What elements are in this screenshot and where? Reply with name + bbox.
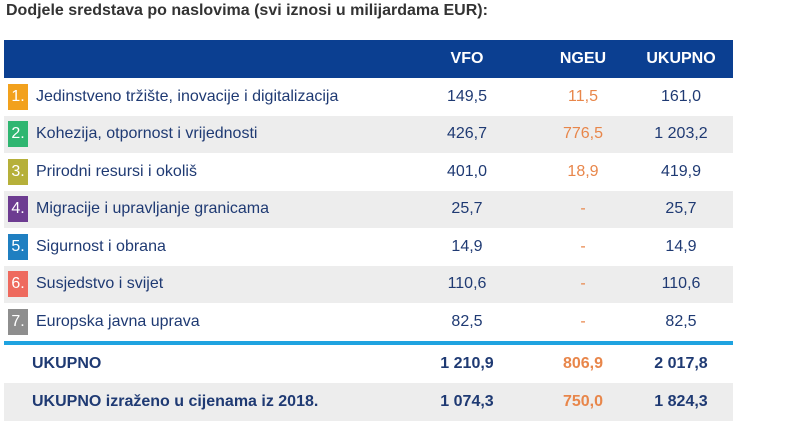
row-number-badge: 7. (8, 308, 28, 335)
row-label: Europska javna uprava (36, 312, 200, 330)
row-number-badge: 2. (8, 121, 28, 148)
cell-ngeu: - (580, 312, 586, 330)
cell-ukupno: 1 203,2 (654, 125, 708, 143)
total-ngeu: 806,9 (562, 354, 604, 372)
table-row: 3. Prirodni resursi i okoliš 401,0 18,9 … (4, 153, 733, 191)
row-label: Sigurnost i obrana (36, 237, 166, 255)
row-number-badge: 5. (8, 233, 28, 260)
cell-ukupno: 25,7 (665, 200, 697, 218)
cell-ngeu: - (580, 237, 586, 255)
header-spacer (4, 40, 397, 78)
row-number-badge: 4. (8, 196, 28, 223)
total-vfo: 1 210,9 (440, 354, 494, 372)
table-header: VFO NGEU UKUPNO (4, 40, 733, 78)
table-row: 4. Migracije i upravljanje granicama 25,… (4, 190, 733, 228)
total-ngeu: 750,0 (562, 392, 604, 410)
table-row: 1. Jedinstveno tržište, inovacije i digi… (4, 78, 733, 116)
cell-ukupno: 14,9 (665, 237, 697, 255)
cell-ukupno: 161,0 (660, 87, 702, 105)
cell-vfo: 426,7 (446, 125, 488, 143)
total-row-2018: UKUPNO izraženo u cijenama iz 2018. 1 07… (4, 382, 733, 421)
cell-vfo: 401,0 (446, 162, 488, 180)
row-label: Prirodni resursi i okoliš (36, 162, 197, 180)
table-row: 6. Susjedstvo i svijet 110,6 - 110,6 (4, 265, 733, 303)
total-ukupno: 2 017,8 (654, 354, 708, 372)
cell-ngeu: - (580, 275, 586, 293)
row-label: Jedinstveno tržište, inovacije i digital… (36, 87, 339, 105)
cell-ngeu: 776,5 (562, 125, 604, 143)
cell-ukupno: 419,9 (660, 162, 702, 180)
total-label: UKUPNO (32, 354, 102, 372)
page-title: Dodjele sredstava po naslovima (svi izno… (6, 2, 488, 19)
cell-ukupno: 82,5 (665, 312, 697, 330)
cell-vfo: 14,9 (451, 237, 483, 255)
header-vfo: VFO (450, 50, 484, 67)
cell-ngeu: 18,9 (567, 162, 599, 180)
cell-ngeu: - (580, 200, 586, 218)
total-ukupno: 1 824,3 (654, 392, 708, 410)
cell-vfo: 110,6 (447, 275, 487, 293)
total-row: UKUPNO 1 210,9 806,9 2 017,8 (4, 345, 733, 383)
total-label: UKUPNO izraženo u cijenama iz 2018. (32, 392, 319, 410)
allocation-table: VFO NGEU UKUPNO 1. Jedinstveno tržište, … (4, 40, 733, 421)
cell-vfo: 149,5 (446, 87, 488, 105)
row-number-badge: 3. (8, 158, 28, 185)
row-number-badge: 6. (8, 271, 28, 298)
totals-divider (4, 340, 733, 345)
table-row: 2. Kohezija, otpornost i vrijednosti 426… (4, 115, 733, 153)
cell-ngeu: 11,5 (568, 87, 598, 105)
header-ukupno: UKUPNO (646, 50, 716, 67)
cell-ukupno: 110,6 (661, 275, 701, 293)
row-label: Susjedstvo i svijet (36, 275, 164, 293)
total-vfo: 1 074,3 (440, 392, 494, 410)
table-row: 7. Europska javna uprava 82,5 - 82,5 (4, 303, 733, 341)
table-row: 5. Sigurnost i obrana 14,9 - 14,9 (4, 228, 733, 266)
row-label: Kohezija, otpornost i vrijednosti (36, 125, 258, 143)
row-label: Migracije i upravljanje granicama (36, 200, 269, 218)
row-number-badge: 1. (8, 83, 28, 110)
cell-vfo: 82,5 (451, 312, 483, 330)
cell-vfo: 25,7 (451, 200, 483, 218)
header-ngeu: NGEU (559, 50, 607, 67)
